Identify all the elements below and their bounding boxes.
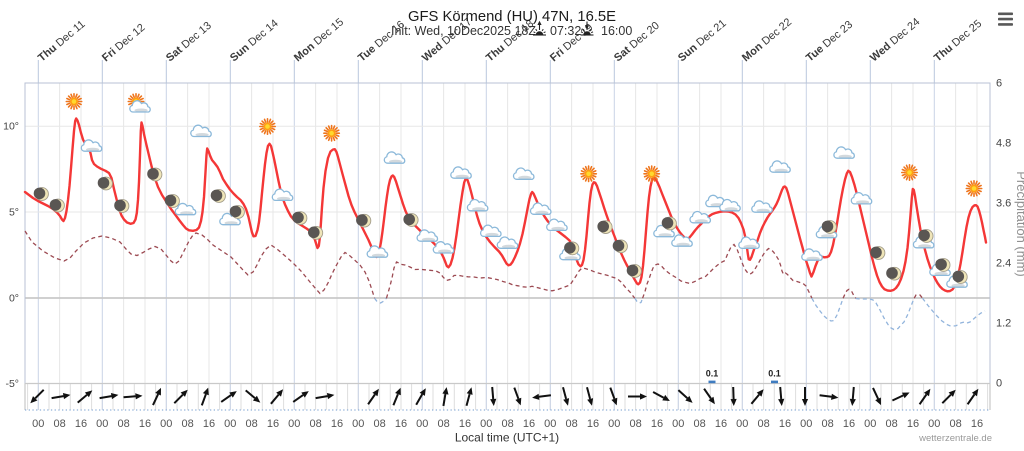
svg-text:16: 16 <box>75 418 87 430</box>
svg-text:00: 00 <box>544 418 556 430</box>
svg-text:6: 6 <box>996 78 1002 90</box>
svg-text:2.4: 2.4 <box>996 258 1011 270</box>
svg-text:Precipitation (mm): Precipitation (mm) <box>1014 171 1024 276</box>
svg-text:16: 16 <box>139 418 151 430</box>
svg-text:16:00: 16:00 <box>601 24 632 38</box>
svg-text:Local time (UTC+1): Local time (UTC+1) <box>455 431 559 445</box>
svg-text:00: 00 <box>160 418 172 430</box>
svg-text:08: 08 <box>117 418 129 430</box>
svg-text:00: 00 <box>608 418 620 430</box>
svg-text:16: 16 <box>395 418 407 430</box>
svg-text:00: 00 <box>96 418 108 430</box>
svg-text:-5°: -5° <box>5 378 19 390</box>
svg-text:08: 08 <box>181 418 193 430</box>
svg-text:16: 16 <box>715 418 727 430</box>
svg-text:00: 00 <box>288 418 300 430</box>
svg-text:00: 00 <box>672 418 684 430</box>
svg-text:08: 08 <box>437 418 449 430</box>
svg-text:00: 00 <box>416 418 428 430</box>
svg-text:16: 16 <box>267 418 279 430</box>
svg-text:16: 16 <box>971 418 983 430</box>
svg-text:0.1: 0.1 <box>768 369 781 379</box>
svg-text:08: 08 <box>309 418 321 430</box>
svg-text:0: 0 <box>996 378 1002 390</box>
svg-text:00: 00 <box>736 418 748 430</box>
svg-text:08: 08 <box>693 418 705 430</box>
svg-text:5°: 5° <box>9 207 19 219</box>
svg-text:08: 08 <box>53 418 65 430</box>
svg-text:wetterzentrale.de: wetterzentrale.de <box>918 433 992 444</box>
svg-text:00: 00 <box>800 418 812 430</box>
svg-text:00: 00 <box>480 418 492 430</box>
svg-text:08: 08 <box>373 418 385 430</box>
svg-text:16: 16 <box>843 418 855 430</box>
svg-text:16: 16 <box>203 418 215 430</box>
svg-text:GFS Körmend (HU) 47N, 16.5E: GFS Körmend (HU) 47N, 16.5E <box>408 9 616 25</box>
svg-text:16: 16 <box>587 418 599 430</box>
svg-text:07:32: 07:32 <box>550 24 581 38</box>
svg-text:08: 08 <box>629 418 641 430</box>
svg-text:00: 00 <box>224 418 236 430</box>
svg-text:10°: 10° <box>3 121 19 133</box>
svg-text:00: 00 <box>352 418 364 430</box>
svg-text:16: 16 <box>907 418 919 430</box>
svg-text:3.6: 3.6 <box>996 198 1011 210</box>
svg-text:08: 08 <box>821 418 833 430</box>
svg-text:00: 00 <box>864 418 876 430</box>
svg-text:16: 16 <box>779 418 791 430</box>
svg-text:08: 08 <box>949 418 961 430</box>
svg-text:08: 08 <box>245 418 257 430</box>
svg-text:00: 00 <box>32 418 44 430</box>
svg-text:Init: Wed, 10Dec2025 18Z: Init: Wed, 10Dec2025 18Z <box>391 24 536 38</box>
svg-text:0°: 0° <box>9 293 19 305</box>
svg-text:16: 16 <box>459 418 471 430</box>
svg-text:16: 16 <box>331 418 343 430</box>
svg-text:1.2: 1.2 <box>996 318 1011 330</box>
svg-text:08: 08 <box>885 418 897 430</box>
svg-text:08: 08 <box>501 418 513 430</box>
svg-text:08: 08 <box>565 418 577 430</box>
svg-text:08: 08 <box>757 418 769 430</box>
svg-text:0.1: 0.1 <box>706 369 719 379</box>
svg-text:4.8: 4.8 <box>996 138 1011 150</box>
svg-text:00: 00 <box>928 418 940 430</box>
svg-text:16: 16 <box>651 418 663 430</box>
svg-text:16: 16 <box>523 418 535 430</box>
